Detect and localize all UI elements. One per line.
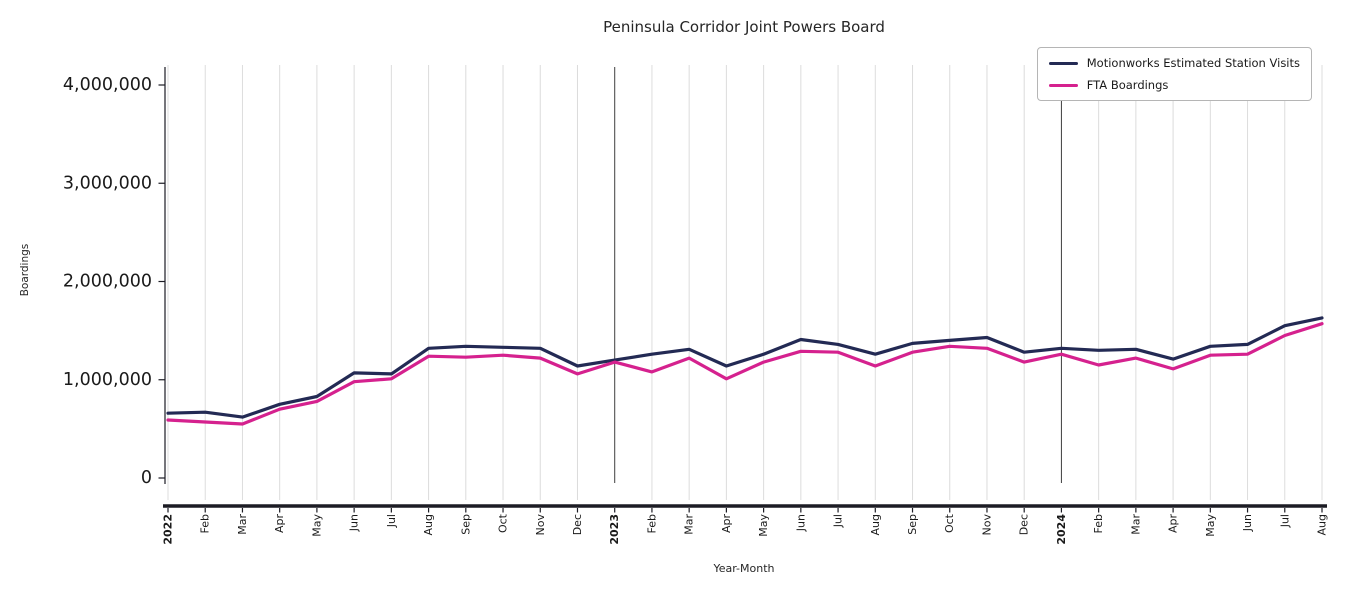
x-tick-label: Nov [534,514,547,536]
x-tick-label: Sep [459,514,472,535]
x-tick-label: Dec [571,514,584,535]
series-line-motionworks [166,316,1324,419]
x-tick-label: May [757,514,770,537]
x-tick-label: Feb [199,514,212,533]
x-tick-label: Apr [1167,514,1180,534]
x-tick-label: 2024 [1055,514,1068,545]
y-tick-label: 4,000,000 [63,75,152,95]
x-tick-label: Apr [273,514,286,534]
legend: Motionworks Estimated Station Visits FTA… [1036,47,1312,101]
legend-item-fta: FTA Boardings [1048,78,1300,92]
y-tick-label: 0 [141,468,152,488]
legend-label-fta: FTA Boardings [1086,78,1169,92]
x-tick-label: 2023 [608,514,621,545]
x-tick-label: Oct [943,513,956,533]
x-tick-label: Jun [1241,514,1254,532]
chart-title: Peninsula Corridor Joint Powers Board [603,18,885,36]
x-tick-label: Sep [906,514,919,535]
x-tick-label: Apr [720,514,733,534]
x-tick-label: Oct [497,513,510,533]
legend-label-motionworks: Motionworks Estimated Station Visits [1086,56,1300,70]
x-tick-label: Mar [683,514,696,535]
x-tick-label: Mar [1129,514,1142,535]
x-tick-label: Jul [385,514,398,528]
y-tick-label: 3,000,000 [63,173,152,193]
x-tick-label: May [1204,514,1217,537]
x-tick-label: Feb [1092,514,1105,533]
y-tick-label: 1,000,000 [63,370,152,390]
fta-line-swatch [1048,83,1078,87]
x-tick-label: Jul [1278,514,1291,528]
x-tick-label: Aug [1316,514,1329,535]
x-tick-label: Nov [980,514,993,536]
legend-item-motionworks: Motionworks Estimated Station Visits [1048,56,1300,70]
y-tick-label: 2,000,000 [63,272,152,292]
x-tick-label: 2022 [162,514,175,545]
x-tick-label: Jun [794,514,807,532]
series-line-fta [166,322,1324,426]
x-tick-label: Dec [1018,514,1031,535]
x-tick-label: Jul [832,514,845,528]
x-tick-label: Aug [869,514,882,535]
x-tick-label: May [310,514,323,537]
x-tick-label: Mar [236,514,249,535]
x-tick-label: Jun [348,514,361,532]
x-tick-label: Feb [645,514,658,533]
motionworks-line-swatch [1048,61,1078,65]
x-tick-label: Aug [422,514,435,535]
x-axis-label: Year-Month [713,562,775,575]
